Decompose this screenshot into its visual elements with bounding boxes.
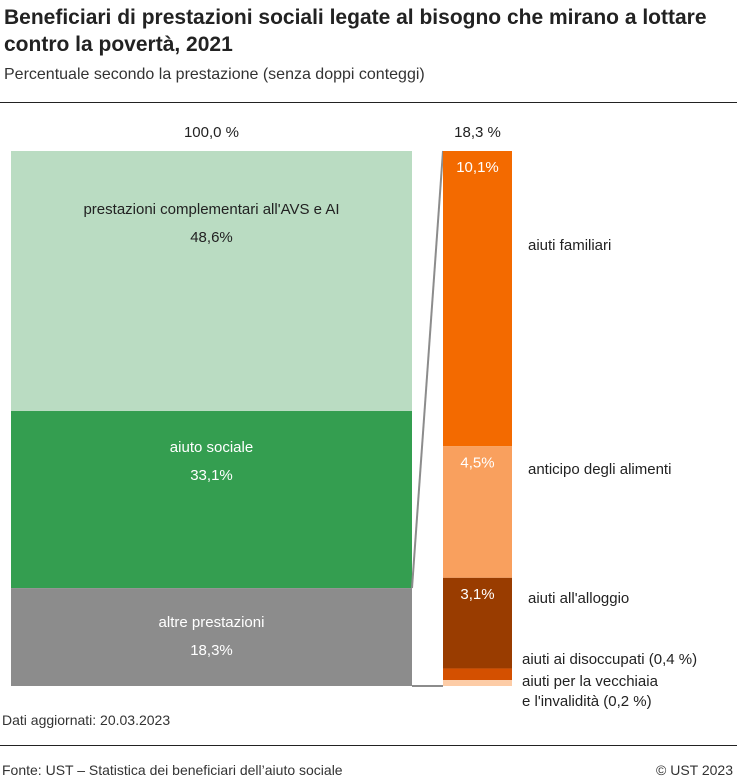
detail-segment-value: 10,1% <box>456 159 499 176</box>
detail-segment-name: aiuti per la vecchiaia e l'invalidità (0,… <box>522 673 659 710</box>
bottom-rule <box>0 745 737 746</box>
main-segment-value: 18,3% <box>190 642 233 659</box>
detail-segment-name: aiuti all'alloggio <box>528 590 629 607</box>
detail-segment-value: 3,1% <box>460 586 494 603</box>
source-note: Fonte: UST – Statistica dei beneficiari … <box>2 762 343 778</box>
detail-segment-value: 4,5% <box>460 454 494 471</box>
detail-segment-name: aiuti familiari <box>528 237 611 254</box>
detail-segment-name: aiuti ai disoccupati (0,4 %) <box>522 651 697 668</box>
main-segment-name: aiuto sociale <box>170 439 253 456</box>
detail-segment-name: anticipo degli alimenti <box>528 461 671 478</box>
connector-line-top <box>411 150 444 589</box>
main-bar-segment <box>11 588 412 686</box>
chart-title: Beneficiari di prestazioni sociali legat… <box>4 6 707 56</box>
copyright: © UST 2023 <box>656 762 733 778</box>
main-segment-name: altre prestazioni <box>159 614 265 631</box>
main-segment-name: prestazioni complementari all'AVS e AI <box>83 201 339 218</box>
main-bar-segment <box>11 411 412 589</box>
updated-note: Dati aggiornati: 20.03.2023 <box>2 712 171 728</box>
main-total-label: 100,0 % <box>184 124 239 141</box>
chart-subtitle: Percentuale secondo la prestazione (senz… <box>4 66 425 83</box>
detail-bar-segment <box>443 680 512 686</box>
main-segment-value: 33,1% <box>190 467 233 484</box>
detail-total-label: 18,3 % <box>454 124 501 141</box>
detail-bar-segment <box>443 446 512 578</box>
detail-bar-segment <box>443 668 512 681</box>
top-rule <box>0 102 737 103</box>
detail-bar-segment <box>443 577 512 669</box>
main-bar-segment <box>11 151 412 412</box>
detail-bar-segment <box>443 151 512 447</box>
main-segment-value: 48,6% <box>190 229 233 246</box>
